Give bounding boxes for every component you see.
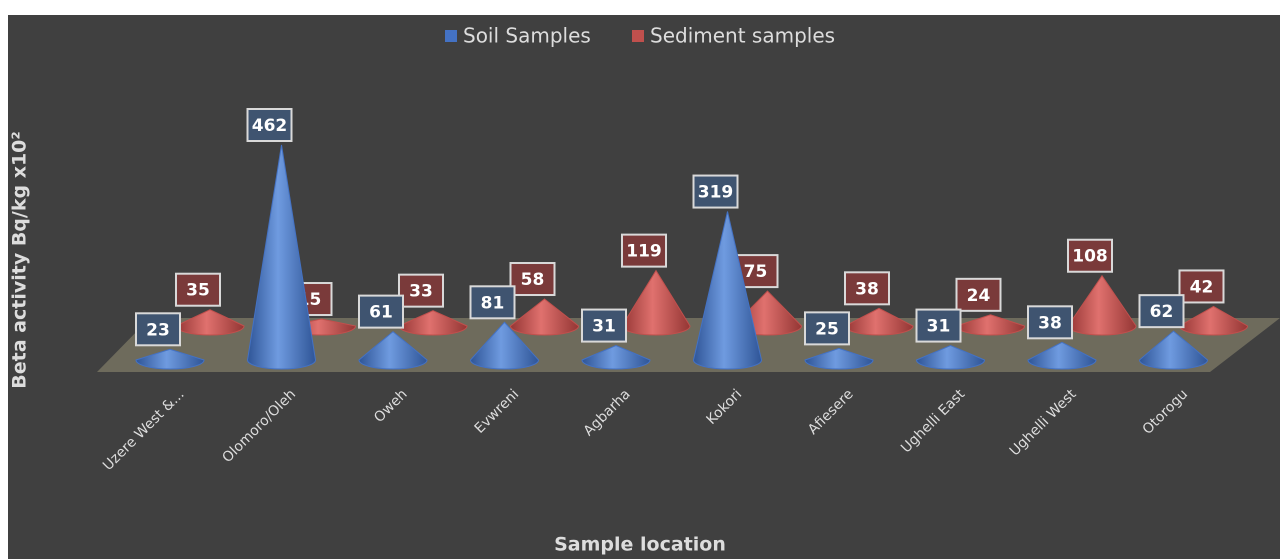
value-label: 23 bbox=[146, 320, 170, 340]
value-label: 462 bbox=[252, 116, 288, 136]
y-axis-title: Beta activity Bq/kg x10² bbox=[9, 131, 31, 388]
value-label-box bbox=[621, 233, 667, 268]
value-label-box bbox=[469, 285, 516, 320]
legend-swatch bbox=[445, 30, 457, 42]
value-label: 108 bbox=[1072, 247, 1108, 267]
legend-label: Soil Samples bbox=[463, 24, 591, 48]
x-axis-title: Sample location bbox=[554, 534, 726, 556]
cone bbox=[581, 345, 651, 370]
cone-body bbox=[469, 321, 540, 370]
value-label: 35 bbox=[186, 281, 210, 301]
cone-body bbox=[509, 298, 580, 336]
cone bbox=[692, 211, 763, 370]
value-label-box bbox=[1178, 269, 1225, 304]
cone bbox=[1138, 330, 1209, 370]
value-label: 58 bbox=[521, 270, 545, 290]
value-label: 38 bbox=[1038, 313, 1062, 333]
cone bbox=[509, 298, 580, 336]
value-label-box bbox=[692, 174, 739, 209]
value-label-box bbox=[1067, 238, 1113, 273]
value-label-box bbox=[844, 271, 890, 306]
value-label: 62 bbox=[1150, 302, 1174, 322]
value-label-box bbox=[135, 312, 181, 347]
value-label: 119 bbox=[626, 242, 662, 262]
cone-body bbox=[915, 345, 986, 370]
value-label-box bbox=[358, 294, 404, 329]
legend-label: Sediment samples bbox=[650, 24, 835, 48]
cone bbox=[804, 347, 874, 370]
cone-body bbox=[246, 144, 317, 370]
value-label: 61 bbox=[369, 303, 393, 323]
cone bbox=[358, 330, 428, 370]
cone bbox=[1178, 305, 1249, 336]
value-label-box bbox=[804, 311, 850, 346]
value-label-box bbox=[398, 273, 444, 308]
cone-body bbox=[1027, 341, 1097, 370]
value-label: 25 bbox=[815, 319, 839, 339]
cone-body bbox=[135, 348, 205, 370]
cone bbox=[915, 345, 986, 370]
value-label-box bbox=[1027, 305, 1073, 340]
value-label: 75 bbox=[744, 262, 768, 282]
value-label-box bbox=[915, 308, 962, 343]
value-label: 81 bbox=[481, 293, 505, 313]
legend-swatch bbox=[632, 30, 644, 42]
cone bbox=[135, 348, 205, 370]
cone-body bbox=[804, 347, 874, 370]
cone bbox=[398, 310, 468, 336]
value-label-box bbox=[175, 272, 221, 307]
value-label-box bbox=[955, 277, 1002, 312]
value-label-box bbox=[1138, 294, 1185, 329]
cone-body bbox=[1178, 305, 1249, 336]
cone-body bbox=[692, 211, 763, 370]
value-label: 24 bbox=[967, 286, 991, 306]
cone bbox=[469, 321, 540, 370]
cone-body bbox=[1138, 330, 1209, 370]
value-label: 31 bbox=[592, 317, 616, 337]
cone-body bbox=[398, 310, 468, 336]
value-label-box bbox=[581, 308, 627, 343]
value-label: 33 bbox=[409, 282, 433, 302]
value-label: 38 bbox=[855, 279, 879, 299]
value-label-box bbox=[246, 108, 293, 142]
cone bbox=[1027, 341, 1097, 370]
value-label: 31 bbox=[927, 317, 951, 337]
cone bbox=[246, 144, 317, 370]
value-label-box bbox=[509, 262, 556, 297]
value-label: 319 bbox=[698, 183, 734, 203]
cone-body bbox=[358, 330, 428, 370]
cone-body bbox=[581, 345, 651, 370]
value-label: 42 bbox=[1190, 277, 1214, 297]
